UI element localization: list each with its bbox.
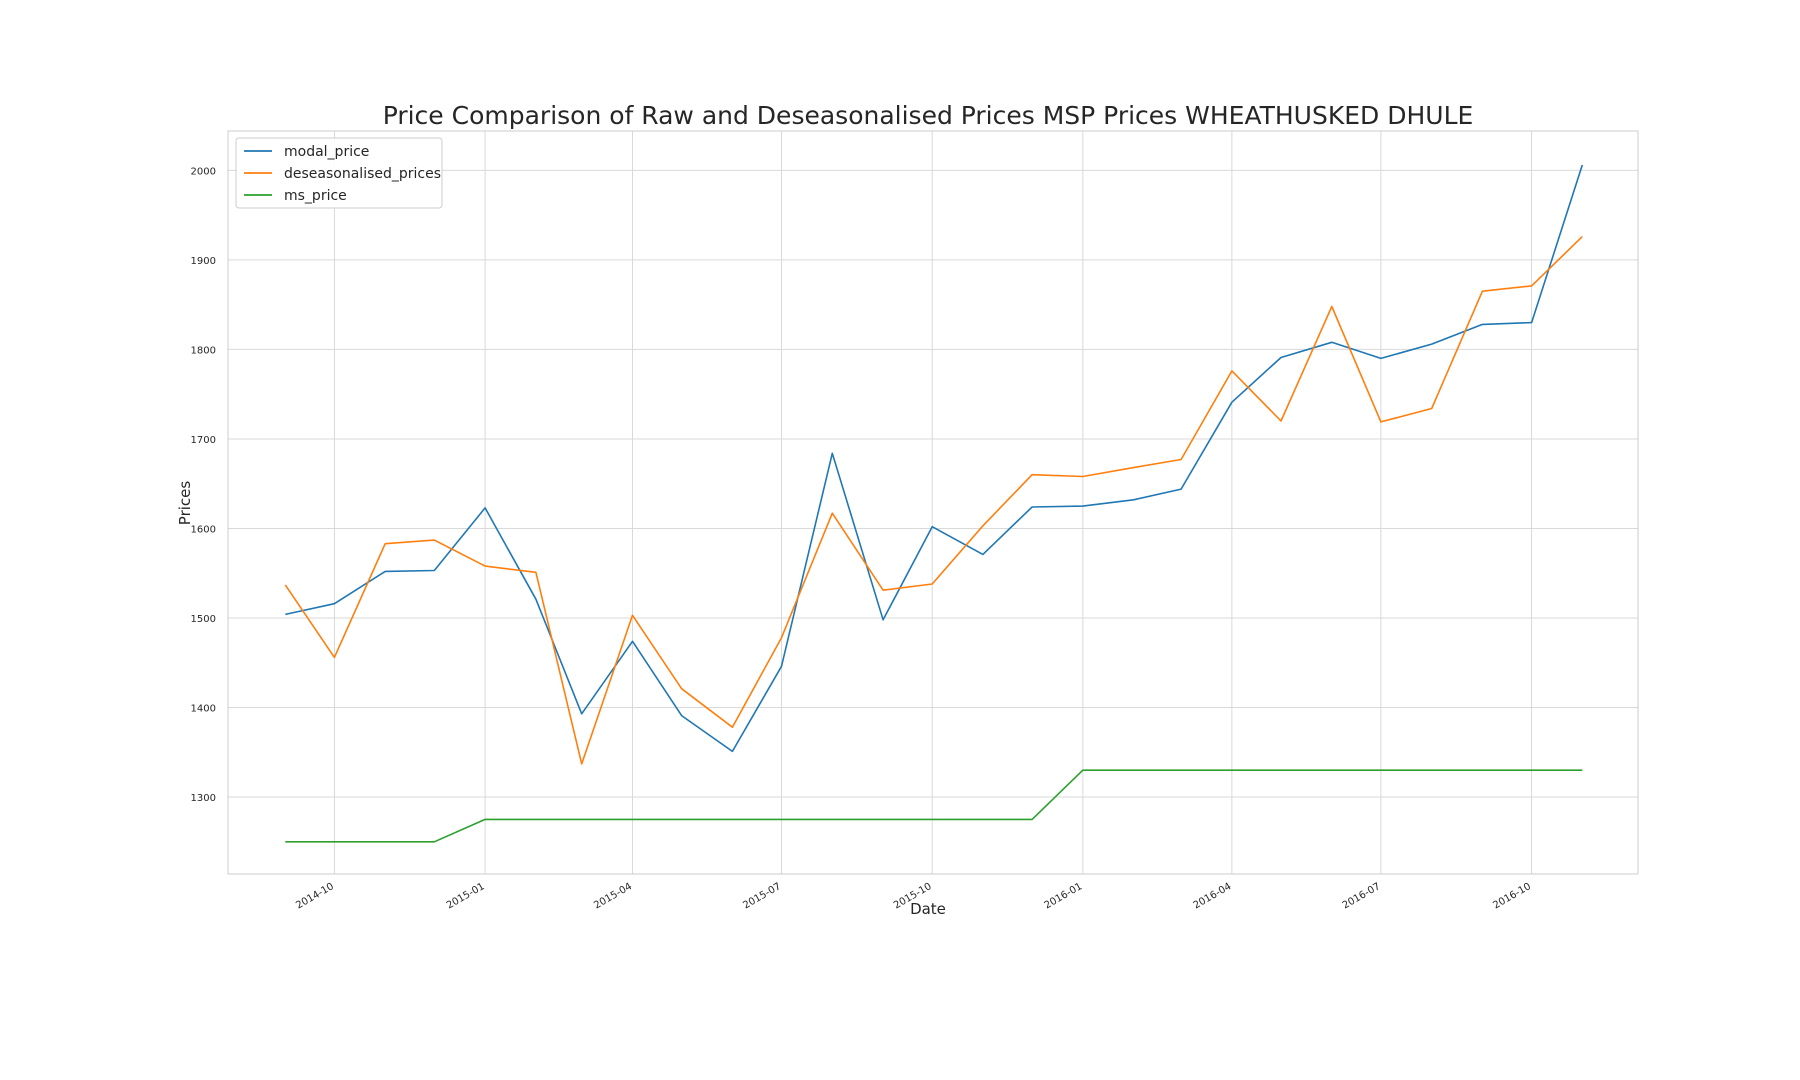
series-line-deseasonalised-prices <box>284 236 1583 765</box>
y-tick-label: 1800 <box>191 345 216 356</box>
grid <box>228 131 1638 874</box>
series-line-ms-price <box>285 769 1583 843</box>
legend-entry: ms_price <box>284 188 347 204</box>
series-lines <box>284 164 1584 843</box>
y-axis-label: Prices <box>176 481 194 526</box>
x-tick-label: 2015-07 <box>741 881 783 911</box>
y-tick-label: 1500 <box>191 614 216 625</box>
x-tick-label: 2014-10 <box>294 881 336 911</box>
series-line-modal-price <box>285 164 1584 753</box>
chart-title: Price Comparison of Raw and Deseasonalis… <box>383 101 1474 130</box>
y-tick-label: 1300 <box>191 793 216 804</box>
x-tick-label: 2016-04 <box>1192 881 1234 911</box>
y-tick-label: 1600 <box>191 524 216 535</box>
y-tick-label: 1900 <box>191 256 216 267</box>
y-tick-label: 1400 <box>191 703 216 714</box>
plot-frame <box>227 130 1639 875</box>
legend-entry: modal_price <box>284 144 369 160</box>
y-tick-label: 1700 <box>191 435 216 446</box>
x-tick-label: 2016-01 <box>1043 881 1085 911</box>
y-tick-label: 2000 <box>191 166 216 177</box>
x-tick-label: 2016-10 <box>1491 881 1533 911</box>
legend-box <box>235 137 443 209</box>
legend-entry: deseasonalised_prices <box>284 166 441 182</box>
x-axis-label: Date <box>910 900 946 918</box>
legend: modal_price deseasonalised_prices ms_price <box>235 137 443 209</box>
x-tick-label: 2015-01 <box>445 881 487 911</box>
y-axis-ticks: 1300 1400 1500 1600 1700 1800 1900 2000 <box>191 166 216 804</box>
x-tick-label: 2016-07 <box>1341 881 1383 911</box>
x-tick-label: 2015-04 <box>592 881 634 911</box>
